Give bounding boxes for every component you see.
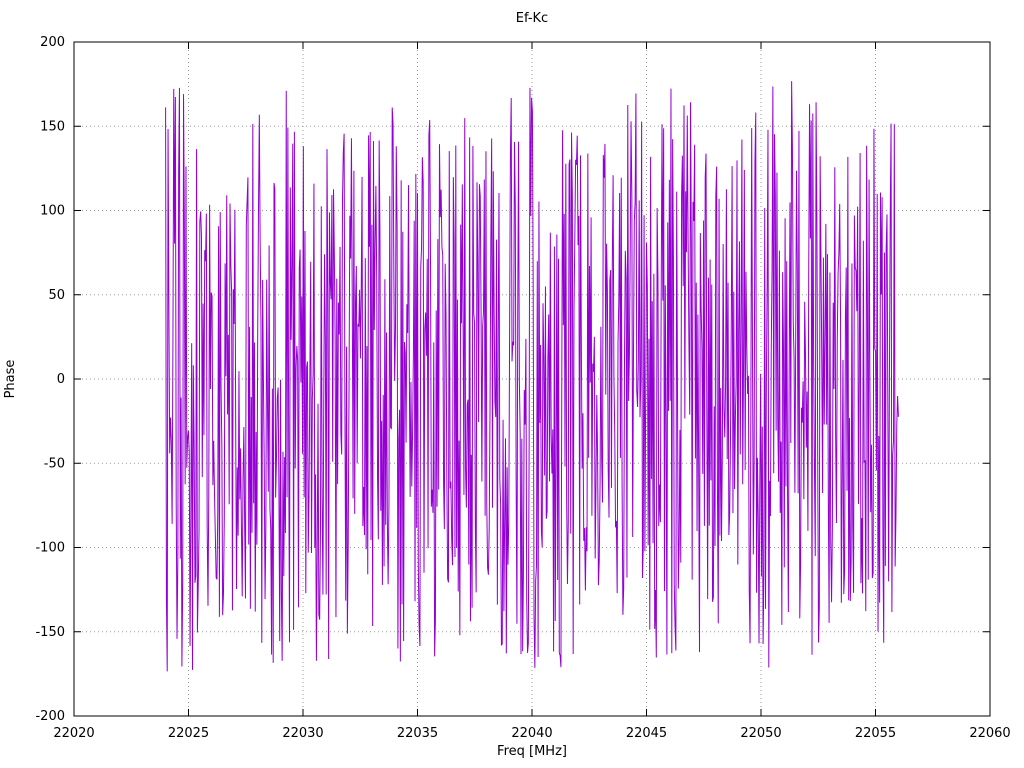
x-tick-labels: 22020 22025 22030 22035 22040 22045 22050 22055… xyxy=(53,726,1010,741)
x-tick-label: 22040 xyxy=(511,726,552,741)
y-tick-label: 50 xyxy=(48,288,65,303)
x-tick-label: 22060 xyxy=(969,726,1010,741)
x-tick-label: 22050 xyxy=(740,726,781,741)
y-tick-label: -200 xyxy=(35,709,65,724)
y-tick-label: 100 xyxy=(40,204,65,219)
x-tick-label: 22020 xyxy=(53,726,94,741)
x-axis-label: Freq [MHz] xyxy=(497,744,567,759)
plot-border xyxy=(73,41,991,717)
x-tick-label: 22055 xyxy=(855,726,896,741)
y-tick-label: -150 xyxy=(35,625,65,640)
data-series xyxy=(165,81,899,672)
x-tick-label: 22030 xyxy=(282,726,323,741)
chart-title: Ef-Kc xyxy=(516,11,548,26)
y-tick-label: 200 xyxy=(40,35,65,50)
y-tick-label: 150 xyxy=(40,119,65,134)
x-tick-label: 22035 xyxy=(397,726,438,741)
phase-series-line xyxy=(165,81,899,672)
y-tick-labels: -200 -150 -100 -50 0 50 100 150 200 xyxy=(35,35,65,724)
y-axis-label: Phase xyxy=(3,360,18,399)
x-tick-label: 22025 xyxy=(168,726,209,741)
x-tick-label: 22045 xyxy=(626,726,667,741)
y-tick-label: -100 xyxy=(35,541,65,556)
y-tick-label: 0 xyxy=(57,372,65,387)
y-tick-label: -50 xyxy=(44,456,65,471)
